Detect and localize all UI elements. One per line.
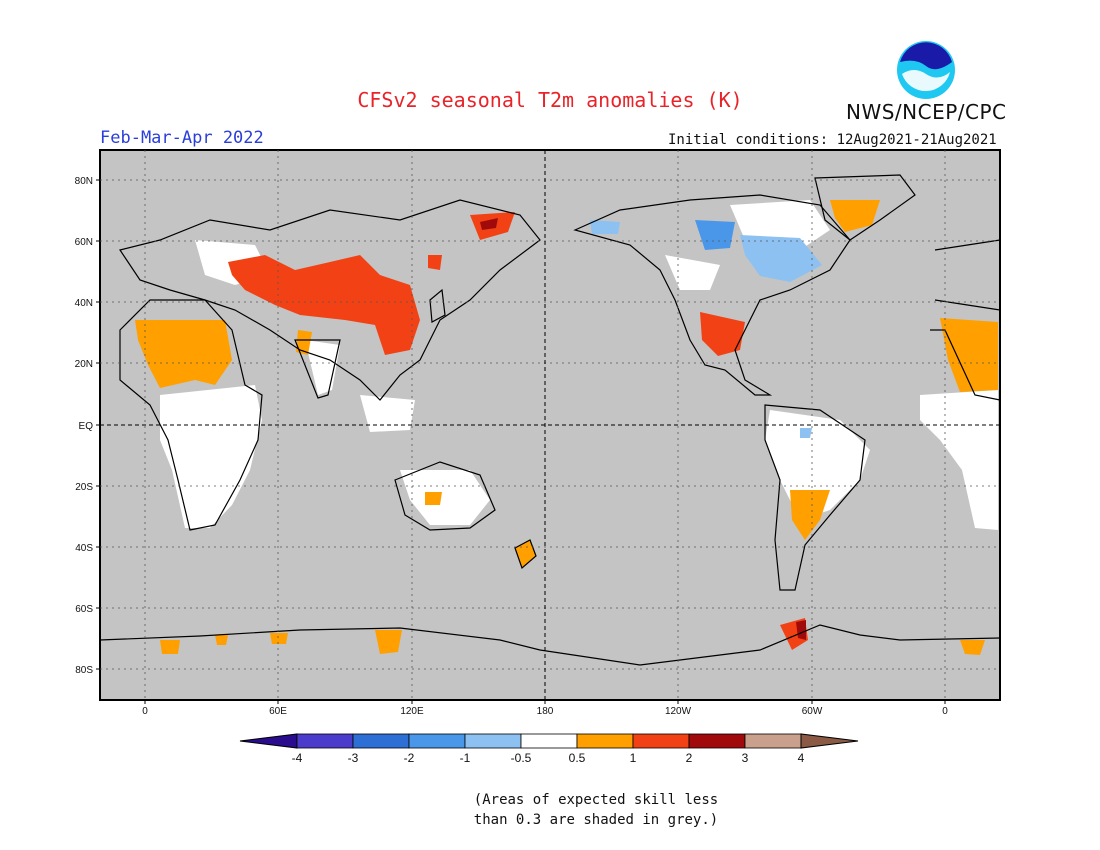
coastlines (99, 174, 1001, 666)
lon-tick-label: 60W (802, 706, 823, 717)
colorbar-segment (576, 733, 634, 749)
gridlines (100, 150, 1000, 700)
lon-tick-label: 180 (537, 706, 554, 717)
season-label: Feb-Mar-Apr 2022 (100, 128, 264, 148)
colorbar-label: -0.5 (511, 751, 532, 765)
colorbar-label: -3 (348, 751, 359, 765)
colorbar-label: -4 (292, 751, 303, 765)
darkred-anomaly-regions (480, 218, 806, 640)
noaa-logo (897, 41, 955, 99)
lon-tick-label: 0 (942, 706, 948, 717)
colorbar-arrow-right (800, 733, 859, 749)
map-layers (99, 174, 1001, 666)
footnote-line-2: than 0.3 are shaded in grey.) (473, 812, 719, 828)
colorbar-label: 3 (742, 751, 749, 765)
map-title: CFSv2 seasonal T2m anomalies (K) (357, 88, 743, 112)
lat-tick-label: 80S (75, 665, 93, 676)
colorbar-label: -1 (460, 751, 471, 765)
colorbar-segment (744, 733, 802, 749)
colorbar-segment (688, 733, 746, 749)
colorbar-arrow-left (239, 733, 298, 749)
blue-anomaly-regions (590, 220, 822, 438)
colorbar-segment (464, 733, 522, 749)
colorbar-label: -2 (404, 751, 415, 765)
colorbar-label: 0.5 (569, 751, 586, 765)
lat-tick-label: 80N (75, 176, 93, 187)
longitude-axis: 0 60E 120E 180 120W 60W 0 (142, 700, 948, 717)
agency-label: NWS/NCEP/CPC (846, 100, 1007, 124)
colorbar-label: 2 (686, 751, 693, 765)
lon-tick-label: 0 (142, 706, 148, 717)
lat-tick-label: 60N (75, 237, 93, 248)
lon-tick-label: 120W (665, 706, 692, 717)
colorbar-segment (632, 733, 690, 749)
lat-tick-label: 60S (75, 604, 93, 615)
colorbar-segment (352, 733, 410, 749)
lat-tick-label: EQ (79, 421, 94, 432)
lat-tick-label: 20N (75, 359, 93, 370)
colorbar-label: 4 (798, 751, 805, 765)
colorbar-segment (408, 733, 466, 749)
latitude-axis: 80N 60N 40N 20N EQ 20S 40S 60S 80S (75, 176, 100, 676)
initial-conditions-label: Initial conditions: 12Aug2021-21Aug2021 (668, 132, 997, 148)
colorbar-segment (520, 733, 578, 749)
colorbar: -4 -3 -2 -1 -0.5 0.5 1 2 3 4 (239, 733, 859, 765)
footnote-line-1: (Areas of expected skill less (473, 792, 719, 808)
lat-tick-label: 40N (75, 298, 93, 309)
colorbar-label: 1 (630, 751, 637, 765)
lat-tick-label: 40S (75, 543, 93, 554)
skill-footnote: (Areas of expected skill less than 0.3 a… (0, 790, 1100, 830)
colorbar-segment (296, 733, 354, 749)
lat-tick-label: 20S (75, 482, 93, 493)
lon-tick-label: 120E (400, 706, 424, 717)
red-anomaly-regions (228, 212, 808, 650)
lon-tick-label: 60E (269, 706, 287, 717)
